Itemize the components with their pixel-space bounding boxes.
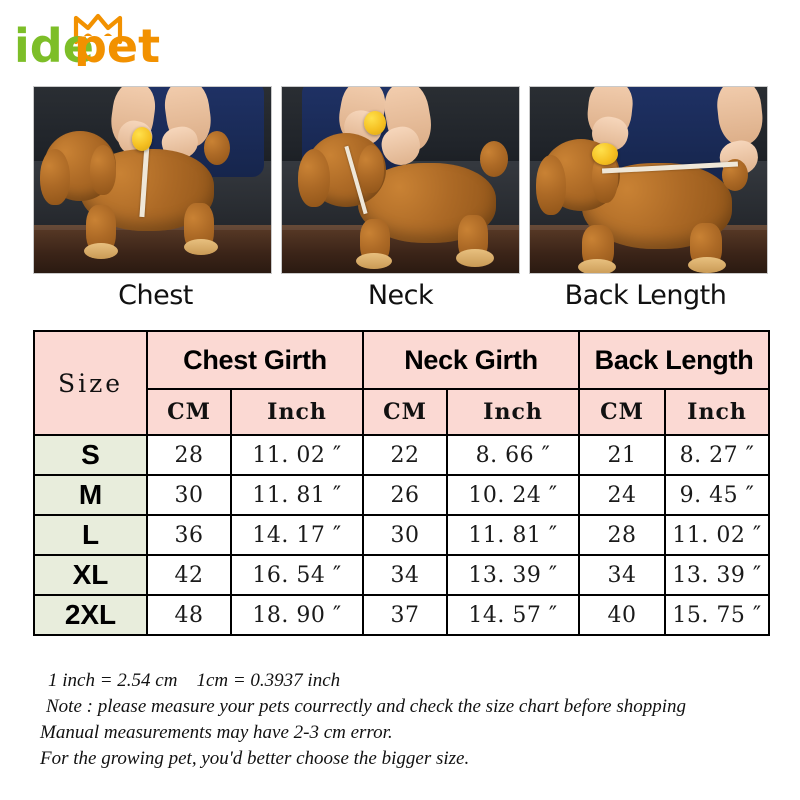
cell-back-cm: 34 xyxy=(578,554,667,596)
cell-neck-cm: 37 xyxy=(362,594,448,636)
brand-logo: ide pet xyxy=(12,4,192,66)
cell-chest-cm: 30 xyxy=(146,474,232,516)
cell-back-cm: 28 xyxy=(578,514,667,556)
caption-neck: Neck xyxy=(367,280,434,311)
header-chest-girth: Chest Girth xyxy=(146,330,364,390)
cell-neck-cm: 26 xyxy=(362,474,448,516)
cell-chest-in: 18. 90 ″ xyxy=(230,594,364,636)
logo-text-pet: pet xyxy=(74,19,160,66)
header-unit-neck-cm: CM xyxy=(362,388,448,436)
table-row: L 36 14. 17 ″ 30 11. 81 ″ 28 11. 02 ″ xyxy=(33,514,771,556)
cell-size: XL xyxy=(33,554,148,596)
logo-text-ide: ide xyxy=(14,19,94,66)
header-unit-neck-inch: Inch xyxy=(445,388,581,436)
cell-neck-cm: 22 xyxy=(362,434,448,476)
cell-neck-cm: 30 xyxy=(362,514,448,556)
cell-chest-in: 14. 17 ″ xyxy=(230,514,364,556)
cell-chest-in: 11. 81 ″ xyxy=(230,474,364,516)
cell-back-cm: 24 xyxy=(578,474,667,516)
caption-back-length: Back Length xyxy=(564,280,727,311)
cell-neck-in: 8. 66 ″ xyxy=(445,434,581,476)
cell-neck-in: 14. 57 ″ xyxy=(445,594,581,636)
cell-size: L xyxy=(33,514,148,556)
table-header-group-row: Size Chest Girth Neck Girth Back Length xyxy=(33,330,771,436)
note-measure: Note : please measure your pets courrect… xyxy=(46,696,687,717)
photo-captions: Chest Neck Back Length xyxy=(33,278,768,314)
cell-chest-cm: 48 xyxy=(146,594,232,636)
header-unit-chest-cm: CM xyxy=(146,388,232,436)
cell-back-in: 15. 75 ″ xyxy=(664,594,771,636)
cat-eyes-icon xyxy=(84,33,112,36)
chest-measure-photo xyxy=(33,86,272,274)
note-conversion: 1 inch = 2.54 cm 1cm = 0.3937 inch xyxy=(48,670,341,691)
note-growing-pet: For the growing pet, you'd better choose… xyxy=(40,748,470,769)
table-row: XL 42 16. 54 ″ 34 13. 39 ″ 34 13. 39 ″ xyxy=(33,554,771,596)
cell-neck-in: 13. 39 ″ xyxy=(445,554,581,596)
header-back-length: Back Length xyxy=(578,330,771,390)
header-size: Size xyxy=(33,330,148,436)
cell-size: S xyxy=(33,434,148,476)
note-manual-error: Manual measurements may have 2-3 cm erro… xyxy=(40,722,393,743)
cell-neck-in: 10. 24 ″ xyxy=(445,474,581,516)
cell-neck-in: 11. 81 ″ xyxy=(445,514,581,556)
table-header-unit-row: CM Inch CM Inch CM Inch xyxy=(34,388,771,436)
cell-back-in: 11. 02 ″ xyxy=(664,514,771,556)
cell-chest-cm: 28 xyxy=(146,434,232,476)
cell-back-in: 9. 45 ″ xyxy=(664,474,771,516)
size-chart-table: Size Chest Girth Neck Girth Back Length … xyxy=(33,330,771,636)
header-unit-back-inch: Inch xyxy=(664,388,771,436)
back-length-measure-photo xyxy=(529,86,768,274)
header-unit-chest-inch: Inch xyxy=(230,388,364,436)
cell-size: M xyxy=(33,474,148,516)
idepet-logo-svg: ide pet xyxy=(14,13,160,66)
cell-back-cm: 40 xyxy=(578,594,667,636)
cell-chest-in: 16. 54 ″ xyxy=(230,554,364,596)
cell-back-in: 8. 27 ″ xyxy=(664,434,771,476)
cell-back-cm: 21 xyxy=(578,434,667,476)
cat-face-icon xyxy=(73,13,123,45)
cell-size: 2XL xyxy=(33,594,148,636)
table-row: S 28 11. 02 ″ 22 8. 66 ″ 21 8. 27 ″ xyxy=(33,434,771,476)
cell-back-in: 13. 39 ″ xyxy=(664,554,771,596)
caption-chest: Chest xyxy=(118,280,193,311)
table-row: 2XL 48 18. 90 ″ 37 14. 57 ″ 40 15. 75 ″ xyxy=(33,594,771,636)
cell-chest-in: 11. 02 ″ xyxy=(230,434,364,476)
size-chart-notes: 1 inch = 2.54 cm 1cm = 0.3937 inch Note … xyxy=(40,668,780,772)
size-table-wrapper: Size Chest Girth Neck Girth Back Length … xyxy=(33,330,771,636)
header-neck-girth: Neck Girth xyxy=(361,330,581,390)
cell-chest-cm: 42 xyxy=(146,554,232,596)
table-row: M 30 11. 81 ″ 26 10. 24 ″ 24 9. 45 ″ xyxy=(33,474,771,516)
header-unit-back-cm: CM xyxy=(578,388,667,436)
measurement-photo-strip xyxy=(33,86,768,274)
cell-neck-cm: 34 xyxy=(362,554,448,596)
cell-chest-cm: 36 xyxy=(146,514,232,556)
cat-nose-icon xyxy=(95,38,101,42)
neck-measure-photo xyxy=(281,86,520,274)
